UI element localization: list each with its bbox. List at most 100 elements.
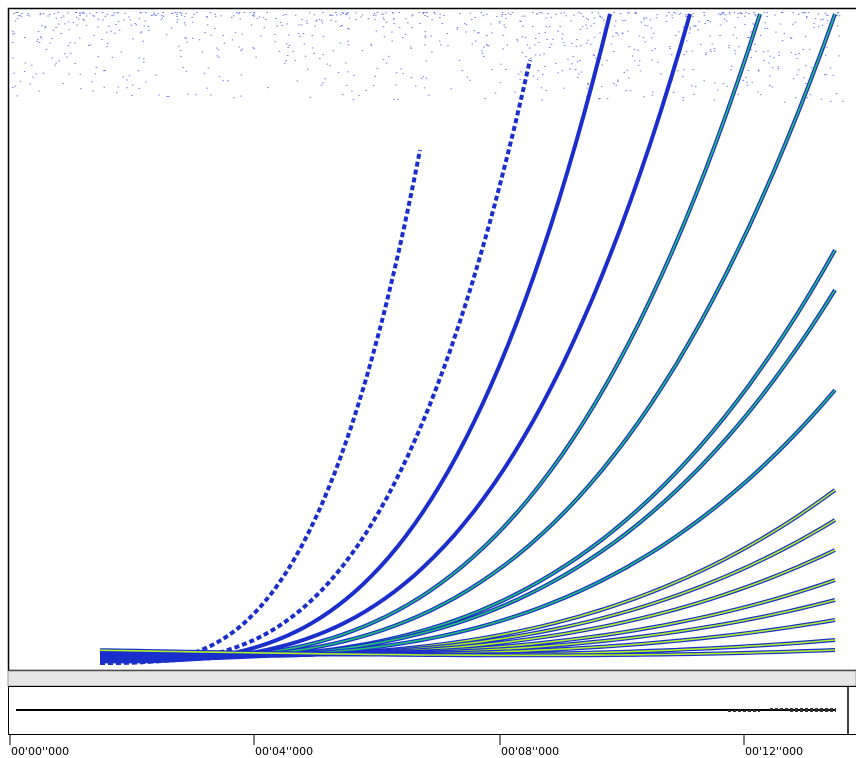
noise-dot	[651, 37, 653, 39]
noise-dot	[524, 37, 527, 39]
noise-dot	[67, 12, 69, 14]
noise-dot	[322, 82, 324, 84]
noise-dot	[688, 32, 691, 34]
noise-dot	[21, 13, 23, 15]
noise-dot	[163, 15, 165, 17]
noise-dot	[184, 24, 187, 26]
noise-dot	[577, 77, 579, 79]
noise-dot	[27, 12, 29, 14]
noise-dot	[694, 86, 697, 88]
noise-dot	[383, 36, 386, 38]
noise-dot	[713, 47, 716, 49]
noise-dot	[522, 25, 524, 27]
noise-dot	[152, 14, 154, 16]
noise-dot	[635, 12, 637, 14]
noise-dot	[577, 12, 580, 14]
noise-dot	[571, 42, 573, 44]
noise-dot	[103, 86, 106, 88]
noise-dot	[123, 19, 125, 21]
noise-dot	[678, 13, 680, 15]
noise-dot	[41, 25, 43, 27]
noise-dot	[654, 48, 656, 50]
noise-dot	[838, 15, 841, 17]
noise-dot	[131, 84, 134, 86]
noise-dot	[678, 31, 680, 33]
noise-dot	[55, 17, 58, 19]
noise-dot	[757, 69, 760, 71]
noise-dot	[37, 38, 39, 40]
noise-dot	[341, 12, 344, 14]
noise-dot	[674, 12, 677, 14]
noise-dot	[313, 52, 315, 54]
noise-dot	[516, 38, 518, 40]
noise-dot	[55, 62, 57, 64]
noise-dot	[753, 23, 756, 25]
noise-dot	[600, 86, 603, 88]
noise-dot	[748, 12, 750, 14]
noise-dot	[322, 12, 324, 14]
noise-dot	[500, 15, 503, 17]
noise-dot	[651, 59, 653, 61]
noise-dot	[288, 45, 291, 47]
noise-dot	[93, 15, 96, 17]
noise-dot	[191, 21, 194, 23]
noise-dot	[692, 16, 694, 18]
noise-dot	[745, 76, 747, 78]
noise-dot	[580, 12, 582, 14]
noise-dot	[642, 37, 645, 39]
noise-dot	[709, 48, 712, 50]
noise-dot	[230, 16, 233, 18]
noise-dot	[179, 49, 182, 51]
noise-dot	[778, 54, 781, 56]
noise-dot	[106, 46, 108, 48]
noise-dot	[332, 50, 335, 52]
noise-dot	[69, 52, 72, 54]
noise-dot	[617, 34, 619, 36]
noise-dot	[425, 60, 428, 62]
noise-dot	[612, 35, 614, 37]
noise-dot	[569, 68, 571, 70]
noise-dot	[298, 24, 300, 26]
noise-dot	[796, 57, 798, 59]
noise-dot	[446, 33, 449, 35]
noise-dot	[355, 12, 357, 14]
noise-dot	[179, 12, 182, 14]
noise-dot	[626, 12, 629, 14]
noise-dot	[621, 20, 624, 22]
noise-dot	[751, 81, 753, 83]
noise-dot	[792, 12, 794, 14]
noise-dot	[307, 68, 309, 70]
time-label: 00'04''000	[255, 745, 313, 758]
noise-dot	[755, 50, 757, 52]
noise-dot	[94, 73, 97, 75]
noise-dot	[275, 17, 277, 19]
noise-dot	[595, 57, 597, 59]
noise-dot	[306, 23, 309, 25]
noise-dot	[590, 43, 592, 45]
noise-dot	[665, 15, 668, 17]
noise-dot	[218, 56, 220, 58]
noise-dot	[142, 40, 145, 42]
noise-dot	[721, 12, 724, 14]
noise-dot	[240, 49, 242, 51]
noise-dot	[836, 14, 838, 16]
noise-dot	[505, 18, 507, 20]
noise-dot	[382, 13, 385, 15]
noise-dot	[44, 26, 47, 28]
noise-dot	[674, 35, 677, 37]
noise-dot	[507, 12, 510, 14]
scroll-bar[interactable]	[7, 670, 856, 687]
noise-dot	[804, 12, 806, 14]
noise-dot	[256, 18, 259, 20]
spectrogram-plot	[12, 12, 844, 665]
noise-dot	[329, 14, 331, 16]
noise-dot	[161, 15, 163, 17]
noise-dot	[461, 69, 464, 71]
noise-dot	[335, 14, 338, 16]
noise-dot	[382, 17, 385, 19]
noise-dot	[395, 84, 397, 86]
noise-dot	[157, 12, 159, 14]
noise-dot	[685, 40, 688, 42]
noise-dot	[764, 28, 766, 30]
noise-dot	[744, 23, 746, 25]
